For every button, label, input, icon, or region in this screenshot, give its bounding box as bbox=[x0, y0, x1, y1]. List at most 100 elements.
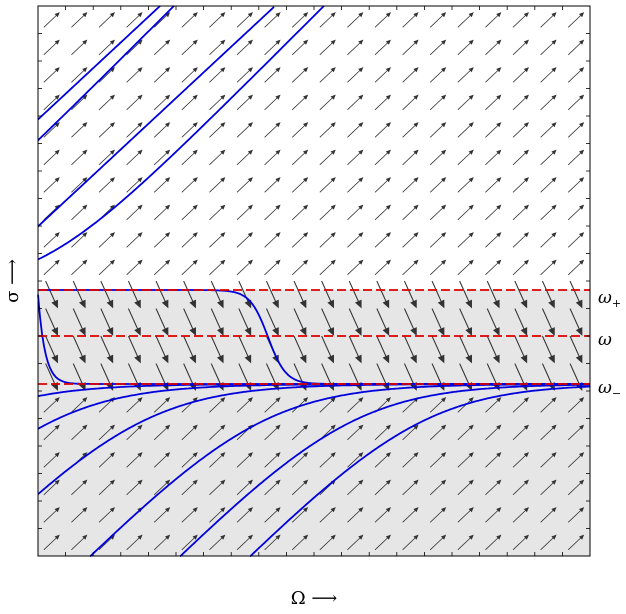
field-arrow-shaft bbox=[210, 363, 223, 387]
field-arrowhead bbox=[520, 354, 528, 364]
field-arrow-shaft bbox=[567, 41, 583, 56]
field-arrow-shaft bbox=[376, 335, 388, 360]
field-arrow-shaft bbox=[457, 508, 472, 523]
field-arrow-shaft bbox=[291, 178, 307, 193]
field-arrowhead bbox=[303, 94, 309, 100]
field-arrow-shaft bbox=[319, 96, 334, 111]
field-arrowhead bbox=[192, 534, 198, 540]
field-arrowhead bbox=[275, 67, 281, 73]
field-arrow-shaft bbox=[43, 151, 58, 166]
field-arrowhead bbox=[358, 534, 364, 540]
field-arrowhead bbox=[523, 149, 529, 155]
field-arrowhead bbox=[275, 232, 281, 238]
field-arrowhead bbox=[303, 149, 309, 155]
field-arrowhead bbox=[358, 452, 364, 458]
field-arrowhead bbox=[354, 327, 362, 336]
field-arrow-shaft bbox=[567, 13, 583, 28]
field-arrow-shaft bbox=[264, 178, 279, 193]
field-arrowhead bbox=[441, 479, 447, 485]
field-arrowhead bbox=[413, 39, 419, 45]
field-arrow-shaft bbox=[43, 536, 58, 551]
field-arrowhead bbox=[385, 12, 391, 18]
field-arrow-shaft bbox=[457, 41, 472, 56]
field-arrow-shaft bbox=[457, 178, 472, 193]
field-arrowhead bbox=[330, 12, 336, 18]
field-arrowhead bbox=[82, 259, 88, 265]
field-arrow-shaft bbox=[209, 68, 224, 83]
field-arrowhead bbox=[220, 259, 226, 265]
field-arrow-shaft bbox=[374, 41, 390, 56]
field-arrowhead bbox=[468, 94, 474, 100]
field-arrowhead bbox=[54, 534, 60, 540]
field-arrowhead bbox=[548, 327, 555, 336]
field-arrowhead bbox=[109, 94, 115, 100]
field-arrow-shaft bbox=[98, 178, 114, 193]
field-arrowhead bbox=[413, 479, 419, 485]
field-arrow-shaft bbox=[512, 398, 528, 413]
field-arrowhead bbox=[247, 12, 253, 18]
field-arrowhead bbox=[303, 424, 309, 430]
field-arrow-shaft bbox=[126, 41, 141, 56]
field-arrowhead bbox=[303, 67, 309, 73]
field-arrow-shaft bbox=[236, 508, 252, 523]
field-arrowhead bbox=[247, 122, 253, 128]
field-arrowhead bbox=[275, 507, 281, 513]
field-arrowhead bbox=[330, 452, 336, 458]
omega-plus-label: ω+ bbox=[598, 288, 621, 310]
field-arrowhead bbox=[54, 12, 60, 18]
field-arrow-shaft bbox=[153, 481, 169, 496]
field-arrow-shaft bbox=[485, 261, 500, 276]
field-arrowhead bbox=[137, 397, 143, 403]
field-arrowhead bbox=[299, 327, 307, 336]
field-arrowhead bbox=[109, 259, 115, 265]
field-arrow-shaft bbox=[567, 426, 583, 441]
field-arrowhead bbox=[165, 259, 171, 265]
field-arrowhead bbox=[496, 177, 502, 183]
field-arrow-shaft bbox=[512, 261, 528, 276]
field-arrowhead bbox=[247, 452, 253, 458]
field-arrowhead bbox=[275, 424, 281, 430]
field-arrowhead bbox=[410, 299, 417, 309]
field-arrowhead bbox=[165, 507, 171, 513]
field-arrow-shaft bbox=[153, 123, 169, 138]
field-arrow-shaft bbox=[567, 233, 583, 248]
field-arrowhead bbox=[468, 424, 474, 430]
field-arrowhead bbox=[330, 534, 336, 540]
field-arrowhead bbox=[165, 94, 171, 100]
field-arrow-shaft bbox=[71, 426, 86, 441]
field-arrowhead bbox=[303, 232, 309, 238]
omega-label: ω bbox=[598, 330, 612, 350]
field-arrowhead bbox=[137, 479, 143, 485]
field-arrowhead bbox=[303, 12, 309, 18]
field-arrowhead bbox=[468, 232, 474, 238]
field-arrow-shaft bbox=[374, 151, 390, 166]
field-arrow-shaft bbox=[98, 398, 114, 413]
field-arrow-shaft bbox=[264, 233, 279, 248]
field-arrow-shaft bbox=[71, 151, 86, 166]
field-arrowhead bbox=[385, 232, 391, 238]
field-arrow-shaft bbox=[127, 363, 140, 387]
field-arrow-shaft bbox=[485, 206, 500, 221]
field-arrow-shaft bbox=[457, 123, 472, 138]
field-arrow-shaft bbox=[512, 68, 528, 83]
field-arrowhead bbox=[275, 12, 281, 18]
field-arrowhead bbox=[441, 259, 447, 265]
field-arrowhead bbox=[496, 67, 502, 73]
field-arrowhead bbox=[437, 354, 445, 364]
field-arrowhead bbox=[82, 149, 88, 155]
field-arrow-shaft bbox=[567, 536, 583, 551]
field-arrowhead bbox=[441, 67, 447, 73]
field-arrow-shaft bbox=[429, 233, 445, 248]
field-arrow-shaft bbox=[540, 508, 555, 523]
field-arrow-shaft bbox=[429, 41, 445, 56]
field-arrow-shaft bbox=[567, 123, 583, 138]
field-arrow-shaft bbox=[567, 508, 583, 523]
field-arrow-shaft bbox=[238, 280, 250, 305]
field-arrowhead bbox=[330, 94, 336, 100]
field-arrowhead bbox=[492, 299, 500, 309]
field-arrow-shaft bbox=[514, 335, 526, 360]
field-arrowhead bbox=[54, 122, 60, 128]
field-arrow-shaft bbox=[98, 508, 114, 523]
field-arrow-shaft bbox=[236, 13, 252, 28]
field-arrow-shaft bbox=[43, 13, 58, 28]
